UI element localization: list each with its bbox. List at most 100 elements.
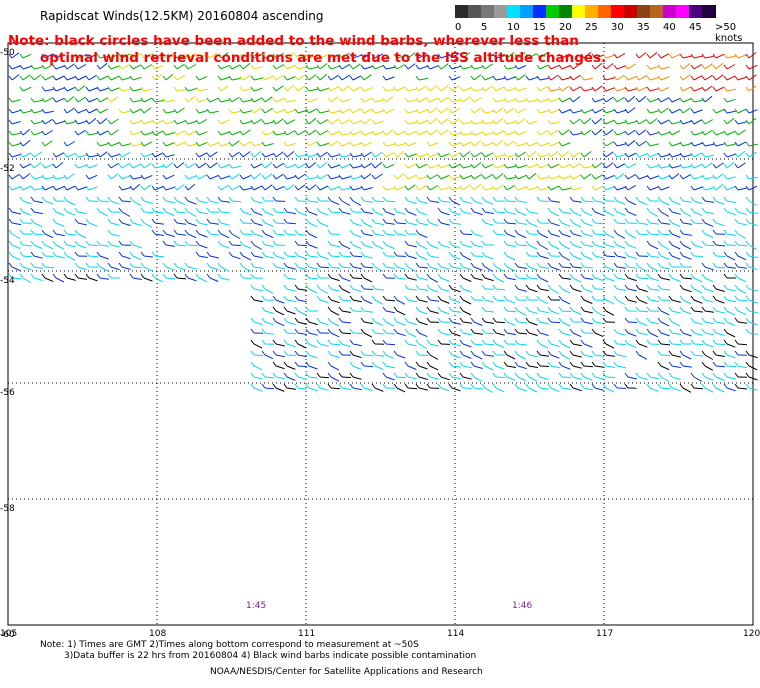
wind-barb <box>330 85 339 92</box>
wind-barb <box>517 211 527 216</box>
wind-barb-flag <box>371 130 376 136</box>
wind-barb-flag <box>646 163 651 169</box>
wind-barb-flag <box>140 53 145 59</box>
legend-label: 35 <box>637 22 650 33</box>
wind-barb <box>671 233 681 238</box>
wind-barb-flag <box>415 350 420 356</box>
wind-barb <box>341 163 351 169</box>
wind-barb <box>451 343 461 347</box>
wind-barb-flag <box>349 372 354 378</box>
wind-barb <box>308 162 317 169</box>
wind-barb <box>748 387 758 391</box>
wind-barb-flag <box>283 317 288 323</box>
wind-barb <box>660 132 670 136</box>
wind-barb <box>341 288 351 294</box>
wind-barb <box>209 97 219 103</box>
wind-barb-flag <box>305 383 310 389</box>
wind-barb <box>517 321 527 324</box>
longitude-label: 114 <box>447 629 465 639</box>
wind-barb <box>231 165 241 169</box>
wind-barb-flag <box>448 174 453 180</box>
wind-barb-flag <box>613 251 618 257</box>
wind-barb-flag <box>85 53 90 59</box>
wind-barb-flag <box>184 53 189 59</box>
wind-barb <box>330 140 339 147</box>
wind-barb <box>660 53 670 59</box>
time-label-2: 1:46 <box>512 601 533 611</box>
wind-barb <box>594 222 605 225</box>
wind-barb <box>143 97 153 103</box>
wind-barb-flag <box>371 152 376 158</box>
wind-barb <box>649 143 659 147</box>
wind-barb <box>561 97 571 103</box>
legend-label: 15 <box>533 22 546 33</box>
wind-barb-flag <box>327 273 332 279</box>
wind-barb <box>440 310 450 315</box>
wind-barb-flag <box>547 350 552 356</box>
wind-barb-flag <box>239 108 244 114</box>
wind-barb <box>429 185 439 191</box>
wind-barb-flag <box>261 295 266 301</box>
wind-barb-flag <box>525 383 530 389</box>
wind-barb <box>605 77 615 81</box>
wind-barb <box>297 321 307 325</box>
wind-barb <box>506 332 516 336</box>
wind-barb <box>198 222 208 226</box>
wind-barb <box>154 74 163 81</box>
wind-barb <box>418 222 428 226</box>
wind-barb <box>352 130 362 136</box>
wind-barb-flag <box>591 317 596 323</box>
wind-barb <box>517 222 527 225</box>
wind-barb <box>55 54 65 59</box>
wind-barb <box>660 97 670 103</box>
wind-barb <box>737 244 748 247</box>
wind-barb <box>704 85 713 92</box>
wind-barb <box>539 130 549 136</box>
wind-barb-flag <box>690 119 695 125</box>
wind-barb-flag <box>503 350 508 356</box>
wind-barb <box>605 244 615 248</box>
wind-barb <box>330 354 340 358</box>
wind-barb-flag <box>613 75 618 81</box>
wind-barb <box>748 176 758 180</box>
wind-barb-flag <box>690 295 695 301</box>
wind-barb <box>451 132 461 136</box>
wind-barb-flag <box>437 284 442 290</box>
wind-barb <box>660 200 670 206</box>
wind-barb <box>638 95 647 103</box>
wind-barb <box>693 222 704 225</box>
wind-barb-flag <box>327 295 332 301</box>
wind-barb <box>528 142 538 147</box>
wind-barb <box>737 162 746 169</box>
wind-barb-flag <box>525 350 530 356</box>
wind-barb-flag <box>415 185 420 191</box>
wind-barb <box>319 53 329 59</box>
wind-barb <box>440 85 449 92</box>
wind-barb <box>341 387 351 390</box>
wind-barb-flag <box>580 163 585 169</box>
wind-barb-flag <box>668 207 673 213</box>
wind-barb-flag <box>734 75 739 81</box>
wind-barb-flag <box>360 108 365 114</box>
wind-barb <box>660 365 670 371</box>
wind-barb <box>715 62 724 70</box>
wind-barb <box>264 161 273 169</box>
wind-barb <box>319 119 329 125</box>
wind-barb-flag <box>173 130 178 136</box>
wind-barb-flag <box>217 163 222 169</box>
wind-barb <box>418 255 428 261</box>
wind-barb-flag <box>283 361 288 367</box>
wind-barb <box>154 130 164 136</box>
wind-barb <box>671 121 681 125</box>
wind-barb <box>286 119 296 125</box>
wind-barb <box>286 64 296 70</box>
wind-barb-flag <box>679 361 684 367</box>
wind-barb-flag <box>250 251 255 257</box>
wind-barb <box>308 332 318 336</box>
wind-barb-flag <box>327 262 332 268</box>
wind-barb-flag <box>492 328 497 334</box>
wind-barb-flag <box>294 53 299 59</box>
wind-barb-flag <box>646 152 651 158</box>
wind-barb <box>583 173 592 180</box>
wind-barb <box>451 118 460 125</box>
